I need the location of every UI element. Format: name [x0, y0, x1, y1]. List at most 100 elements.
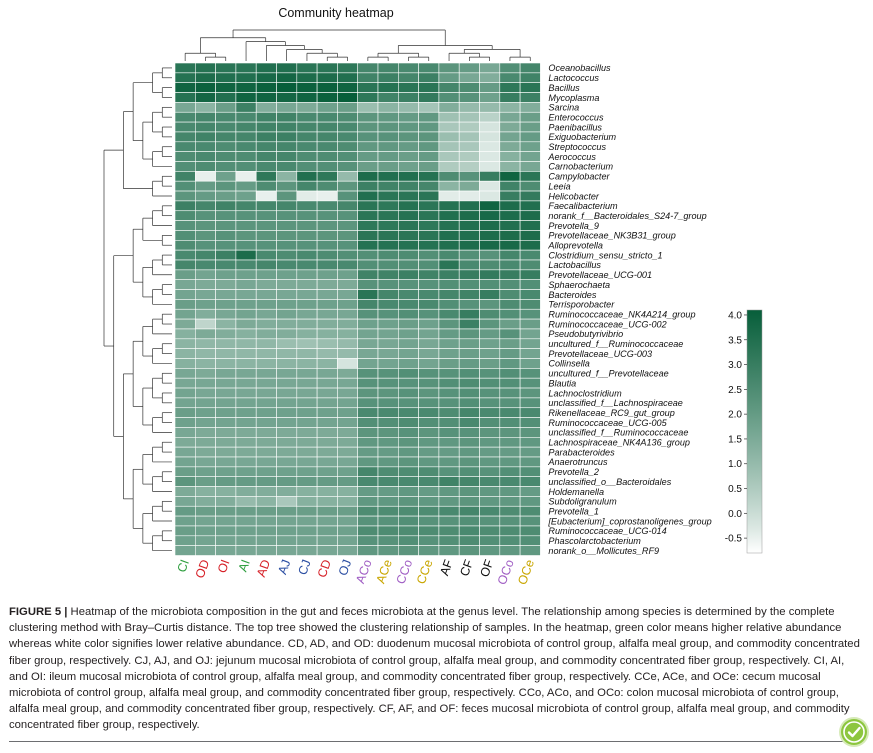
heatmap-cell: [296, 338, 318, 349]
row-label: Prevotella_9: [548, 221, 599, 231]
row-label: Enterococcus: [548, 112, 604, 122]
heatmap-cell: [377, 525, 399, 537]
heatmap-cell: [458, 505, 480, 517]
heatmap-cell: [215, 328, 237, 340]
heatmap-cell: [377, 466, 399, 478]
heatmap-cell: [479, 92, 501, 103]
heatmap-cell: [215, 368, 237, 379]
colorbar-tick-label: 1.5: [728, 434, 742, 445]
heatmap-cell: [499, 131, 521, 143]
heatmap-cell: [316, 92, 338, 103]
heatmap-cell: [276, 249, 298, 261]
heatmap-cell: [235, 121, 257, 133]
heatmap-cell: [438, 72, 460, 83]
heatmap-cell: [255, 446, 277, 458]
heatmap-cell: [174, 220, 196, 231]
heatmap-cell: [215, 259, 237, 271]
heatmap-cell: [215, 476, 237, 487]
heatmap-cell: [357, 348, 379, 359]
heatmap-cell: [215, 318, 237, 330]
heatmap-cell: [519, 102, 541, 113]
heatmap-cell: [479, 82, 501, 93]
heatmap-cell: [337, 240, 358, 251]
heatmap-cell: [377, 486, 399, 497]
heatmap-cell: [174, 92, 196, 103]
heatmap-cell: [276, 348, 298, 359]
heatmap-cell: [519, 377, 541, 389]
heatmap-cell: [195, 230, 216, 241]
heatmap-cell: [458, 368, 480, 379]
heatmap-cell: [357, 486, 379, 497]
heatmap-cell: [215, 111, 237, 123]
heatmap-cell: [337, 249, 358, 261]
heatmap-cell: [255, 407, 277, 418]
heatmap-cell: [418, 92, 440, 103]
heatmap-cell: [337, 348, 358, 359]
heatmap-cell: [357, 407, 379, 418]
heatmap-cell: [195, 299, 216, 310]
heatmap-cell: [357, 82, 379, 93]
heatmap-cell: [397, 318, 419, 330]
heatmap-cell: [357, 417, 379, 428]
heatmap-cell: [479, 338, 501, 349]
heatmap-cell: [519, 299, 541, 310]
heatmap-cell: [397, 486, 419, 497]
heatmap-cell: [195, 446, 216, 458]
heatmap-cell: [255, 249, 277, 261]
heatmap-cell: [357, 328, 379, 340]
heatmap-cell: [458, 180, 480, 192]
heatmap-cell: [316, 210, 338, 221]
heatmap-cell: [235, 515, 257, 527]
heatmap-cell: [235, 407, 257, 418]
heatmap-cell: [316, 466, 338, 478]
heatmap-cell: [499, 190, 521, 202]
heatmap-cell: [215, 496, 237, 507]
heatmap-cell: [235, 338, 257, 349]
heatmap-cell: [255, 269, 277, 281]
heatmap-cell: [296, 427, 318, 438]
heatmap-cell: [519, 318, 541, 330]
heatmap-cell: [255, 190, 277, 202]
heatmap-cell: [438, 171, 460, 182]
heatmap-cell: [174, 180, 196, 192]
heatmap-cell: [499, 180, 521, 192]
heatmap-cell: [458, 151, 480, 162]
heatmap-cell: [479, 121, 501, 133]
heatmap-cell: [519, 515, 541, 527]
heatmap-cell: [519, 279, 541, 290]
heatmap-cell: [357, 427, 379, 438]
heatmap-cell: [235, 289, 257, 300]
heatmap-cell: [235, 249, 257, 261]
heatmap-cell: [215, 427, 237, 438]
heatmap-cell: [397, 82, 419, 93]
row-label: unclassified_f__Lachnospiraceae: [548, 398, 682, 408]
heatmap-cell: [296, 102, 318, 113]
heatmap-cell: [499, 545, 521, 556]
heatmap-cell: [438, 505, 460, 517]
heatmap-cell: [438, 279, 460, 290]
heatmap-cell: [255, 279, 277, 290]
heatmap-cell: [397, 151, 419, 162]
colorbar-tick-label: 2.5: [728, 385, 742, 396]
heatmap-cell: [195, 151, 216, 162]
heatmap-cell: [397, 72, 419, 83]
heatmap-cell: [235, 210, 257, 221]
heatmap-cell: [418, 210, 440, 221]
heatmap-cell: [215, 200, 237, 212]
heatmap-cell: [276, 121, 298, 133]
heatmap-cell: [377, 308, 399, 320]
column-label: OI: [215, 558, 233, 575]
heatmap-cell: [357, 358, 379, 369]
heatmap-cell: [479, 545, 501, 556]
heatmap-cell: [519, 190, 541, 202]
heatmap-cell: [519, 476, 541, 487]
heatmap-cell: [255, 131, 277, 143]
heatmap-cell: [174, 111, 196, 123]
heatmap-cell: [458, 466, 480, 478]
heatmap-cell: [316, 397, 338, 409]
heatmap-cell: [276, 407, 298, 418]
heatmap-cell: [235, 476, 257, 487]
row-label: Collinsella: [548, 359, 589, 369]
colorbar-tick-label: 3.5: [728, 335, 742, 346]
